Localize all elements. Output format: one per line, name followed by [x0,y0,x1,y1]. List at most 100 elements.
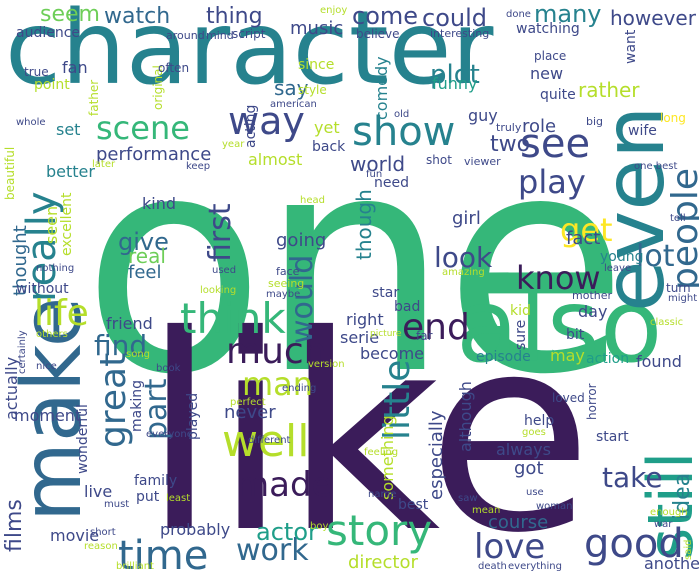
word-love: love [474,527,546,567]
word-character: character [5,0,494,108]
word-serie: serie [340,328,380,347]
word-enjoy: enjoy [320,5,348,16]
word-wonderful: wonderful [75,404,91,474]
word-real: real [128,244,166,268]
word-year: year [222,139,245,150]
word-others: others [36,329,68,340]
word-short: short [90,527,116,538]
word-need: need [374,175,409,191]
word-found: found [636,352,682,371]
word-death: death [478,561,507,572]
word-boy: boy [310,521,329,532]
word-tell: tell [670,213,686,224]
word-certainly: certainly [17,330,28,374]
word-right: right [346,310,384,329]
word-probably: probably [160,520,231,539]
word-place: place [534,49,567,63]
word-like: like [142,277,593,573]
word-beautiful: beautiful [3,146,17,200]
word-show: show [352,109,456,155]
word-acting: acting [243,104,259,148]
word-turn: turn [666,281,691,295]
word-american: american [270,99,317,110]
word-moment: moment [14,406,82,425]
word-set: set [56,120,81,139]
word-feel: feel [128,262,162,283]
word-audience: audience [16,25,81,41]
word-head: head [300,195,325,206]
word-one-best: one best [634,161,678,172]
word-well: well [222,416,310,467]
word-many: many [534,0,602,28]
word-perfect: perfect [230,397,266,408]
word-seem: seem [40,2,100,27]
word-friend: friend [106,314,153,333]
word-brilliant: brilliant [116,561,154,572]
word-loved: loved [552,391,585,405]
word-fact: fact [566,228,601,249]
word-almost: almost [248,150,303,169]
word-excellent: excellent [59,192,75,256]
word-story: story [326,506,433,555]
word-fan: fan [62,58,88,77]
word-performance: performance [96,144,212,165]
word-true: true [24,65,49,79]
word-war: war [654,519,673,530]
word-may: may [550,346,585,365]
word-thing: thing [206,4,263,29]
word-different: different [248,435,291,446]
word-bit: bit [566,327,585,343]
word-look: look [434,241,493,274]
word-lot: lot [636,239,675,274]
word-end: end [402,307,470,348]
word-new: new [530,64,564,83]
word-course: course [488,512,549,533]
word-give: give [118,228,169,256]
word-kid: kid [510,303,531,319]
word-films: films [2,499,27,552]
word-might: might [668,293,698,304]
word-going: going [276,230,327,251]
word-woman: woman [536,501,573,512]
word-work: work [236,533,309,568]
word-though: though [352,189,376,260]
word-young: young [600,249,644,265]
word-actor: actor [256,518,318,546]
word-version: version [308,359,345,370]
word-everything: everything [508,561,562,572]
word-picture: picture [370,329,402,339]
word-old: old [394,109,410,120]
word-yet: yet [314,118,340,137]
word-looking: looking [200,285,237,296]
word-see: see [520,121,591,167]
word-think: think [180,294,286,343]
word-way: way [228,99,305,143]
word-life: life [34,293,89,334]
word-horror: horror [585,383,599,420]
word-play: play [518,163,586,201]
word-funny: funny [432,74,478,93]
word-seeing: seeing [268,277,305,290]
word-great: great [93,352,134,448]
word-movie: movie [50,526,100,545]
word-maybe: maybe [266,289,301,300]
word-especially: especially [426,410,447,500]
word-believe: believe [356,27,400,41]
word-episode: episode [476,349,531,365]
word-got: got [514,458,544,479]
word-name: name [368,489,397,500]
word-fun: fun [366,169,383,180]
word-kind: kind [142,194,177,213]
word-role: role [522,116,557,137]
word-must: must [104,499,130,510]
word-least: least [166,493,191,504]
word-used: used [212,265,237,276]
word-never: never [224,402,276,423]
word-big: big [586,115,604,128]
word-man: man [242,365,314,403]
word-script: script [232,27,266,41]
word-shot: shot [426,153,452,167]
word-scene: scene [96,109,190,147]
word-girl: girl [452,208,481,229]
word-book: book [156,363,181,374]
